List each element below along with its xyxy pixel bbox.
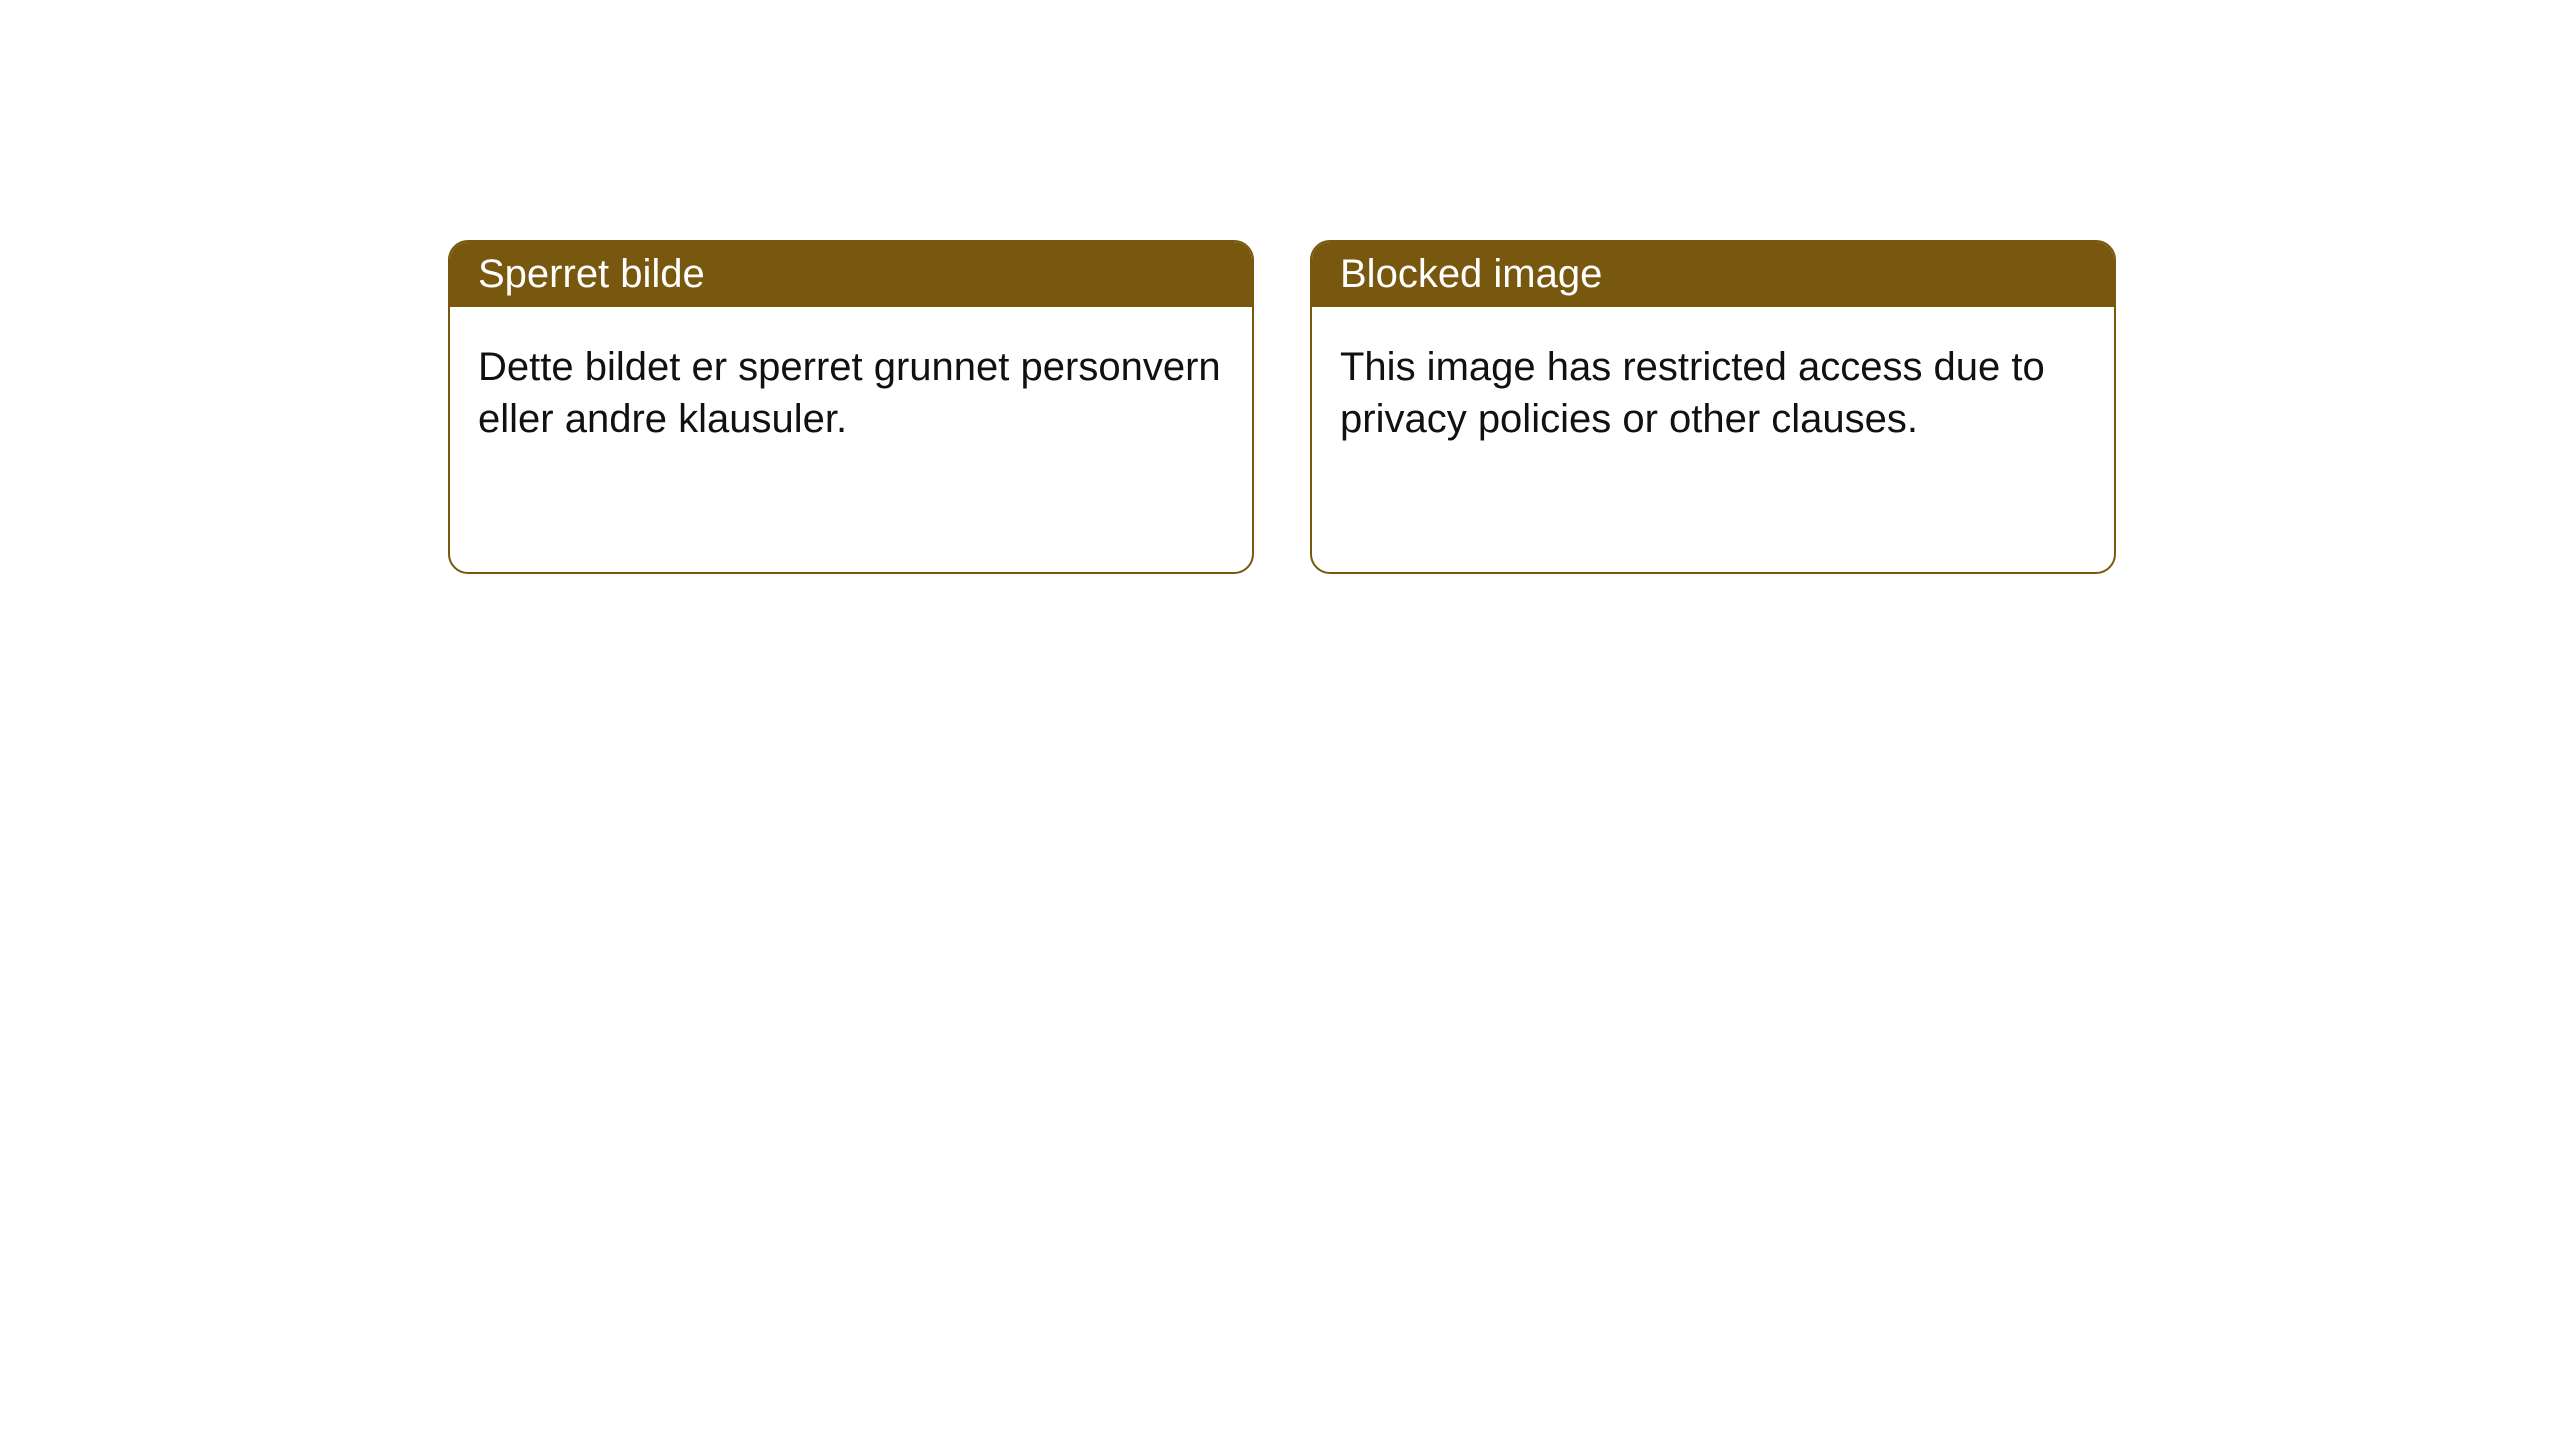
notice-header: Blocked image (1312, 242, 2114, 307)
notice-card-norwegian: Sperret bilde Dette bildet er sperret gr… (448, 240, 1254, 574)
notice-container: Sperret bilde Dette bildet er sperret gr… (0, 0, 2560, 574)
notice-card-english: Blocked image This image has restricted … (1310, 240, 2116, 574)
notice-header: Sperret bilde (450, 242, 1252, 307)
notice-body: Dette bildet er sperret grunnet personve… (450, 307, 1252, 479)
notice-body: This image has restricted access due to … (1312, 307, 2114, 479)
